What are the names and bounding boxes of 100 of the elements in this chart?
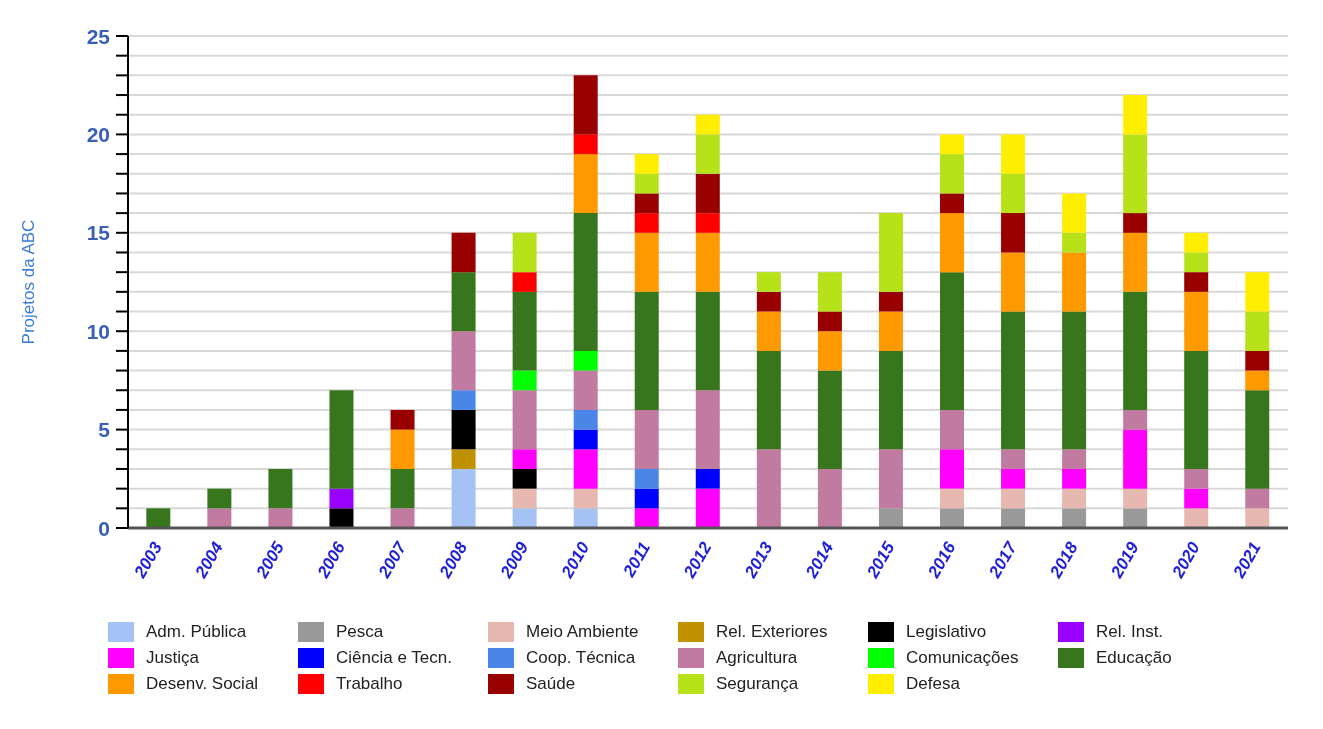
y-tick-label: 25 bbox=[86, 24, 111, 48]
bar bbox=[940, 508, 964, 528]
bar bbox=[512, 488, 537, 509]
bar bbox=[634, 173, 659, 194]
bar bbox=[940, 409, 964, 450]
legend-label: Ciência e Tecn. bbox=[336, 648, 452, 668]
bar bbox=[1062, 252, 1087, 312]
bar bbox=[756, 311, 781, 351]
bar bbox=[634, 232, 659, 292]
bar bbox=[634, 213, 659, 233]
bar bbox=[878, 449, 903, 509]
y-tick-label: 5 bbox=[98, 418, 111, 442]
bar bbox=[573, 75, 598, 135]
bar bbox=[573, 154, 598, 214]
legend-label: Defesa bbox=[906, 674, 960, 694]
bar bbox=[695, 173, 720, 214]
legend-label: Rel. Exteriores bbox=[716, 622, 828, 642]
y-tick-label: 0 bbox=[98, 516, 110, 540]
bar bbox=[1184, 272, 1209, 292]
bar bbox=[573, 134, 598, 155]
bar bbox=[634, 193, 659, 214]
bar bbox=[940, 193, 964, 214]
bar bbox=[817, 468, 842, 528]
bar bbox=[1001, 173, 1026, 214]
bar bbox=[390, 508, 415, 528]
bar bbox=[1123, 409, 1148, 430]
bar bbox=[329, 488, 354, 509]
bar bbox=[451, 331, 476, 391]
bar bbox=[573, 370, 598, 410]
bar bbox=[878, 291, 903, 312]
legend-label: Trabalho bbox=[336, 674, 403, 694]
bar bbox=[268, 468, 293, 509]
bar bbox=[1184, 291, 1209, 351]
legend-label: Meio Ambiente bbox=[526, 622, 639, 642]
bar bbox=[1245, 311, 1270, 351]
bar bbox=[756, 350, 781, 450]
bar bbox=[695, 390, 720, 469]
bar bbox=[1123, 213, 1148, 233]
bar bbox=[1184, 252, 1209, 273]
bar bbox=[940, 154, 964, 194]
bar bbox=[634, 409, 659, 469]
bar bbox=[940, 134, 964, 155]
bar bbox=[207, 488, 232, 509]
bar bbox=[756, 449, 781, 528]
bar bbox=[512, 272, 537, 292]
legend-label: Segurança bbox=[716, 674, 799, 694]
y-axis-title: Projetos da ABC bbox=[19, 219, 39, 345]
legend-label: Pesca bbox=[336, 622, 384, 642]
bar bbox=[573, 429, 598, 450]
bar bbox=[512, 390, 537, 450]
bar bbox=[817, 331, 842, 371]
bar bbox=[1123, 95, 1148, 135]
bar bbox=[695, 232, 720, 292]
bar bbox=[451, 409, 476, 450]
legend-label: Agricultura bbox=[716, 648, 798, 668]
legend-label: Adm. Pública bbox=[146, 622, 247, 642]
bar bbox=[268, 508, 293, 528]
bar bbox=[451, 272, 476, 332]
bar bbox=[634, 154, 659, 174]
bar bbox=[1184, 468, 1209, 489]
bar bbox=[451, 468, 476, 528]
bar bbox=[1062, 232, 1087, 253]
bar bbox=[512, 291, 537, 371]
bar bbox=[1123, 291, 1148, 410]
bar bbox=[878, 213, 903, 292]
bar bbox=[1245, 370, 1270, 391]
bar bbox=[1001, 134, 1026, 174]
bar bbox=[390, 409, 415, 430]
bar bbox=[817, 370, 842, 469]
bar bbox=[634, 508, 659, 528]
bar bbox=[1001, 252, 1026, 312]
bar bbox=[512, 232, 537, 273]
bar bbox=[1184, 488, 1209, 509]
legend-label: Desenv. Social bbox=[146, 674, 259, 694]
bar bbox=[756, 272, 781, 292]
bar bbox=[878, 508, 903, 528]
legend-label: Saúde bbox=[526, 674, 576, 694]
legend-label: Coop. Técnica bbox=[526, 648, 636, 668]
bar bbox=[634, 468, 659, 489]
bar bbox=[695, 488, 720, 528]
bar bbox=[1245, 390, 1270, 489]
bar bbox=[512, 370, 537, 391]
bar bbox=[940, 488, 964, 509]
bar bbox=[756, 291, 781, 312]
legend-label: Educação bbox=[1096, 648, 1172, 668]
legend-label: Legislativo bbox=[906, 622, 987, 642]
bar bbox=[1062, 468, 1087, 489]
bar bbox=[329, 390, 354, 489]
bar bbox=[1062, 193, 1087, 233]
bar bbox=[573, 508, 598, 528]
bar bbox=[451, 449, 476, 469]
bar bbox=[878, 311, 903, 351]
y-tick-label: 15 bbox=[86, 221, 111, 245]
bar bbox=[207, 508, 232, 528]
bar bbox=[1123, 508, 1148, 528]
bar bbox=[695, 213, 720, 233]
bar bbox=[1001, 449, 1026, 469]
bar bbox=[390, 429, 415, 469]
bar bbox=[451, 390, 476, 410]
bar bbox=[1245, 350, 1270, 371]
